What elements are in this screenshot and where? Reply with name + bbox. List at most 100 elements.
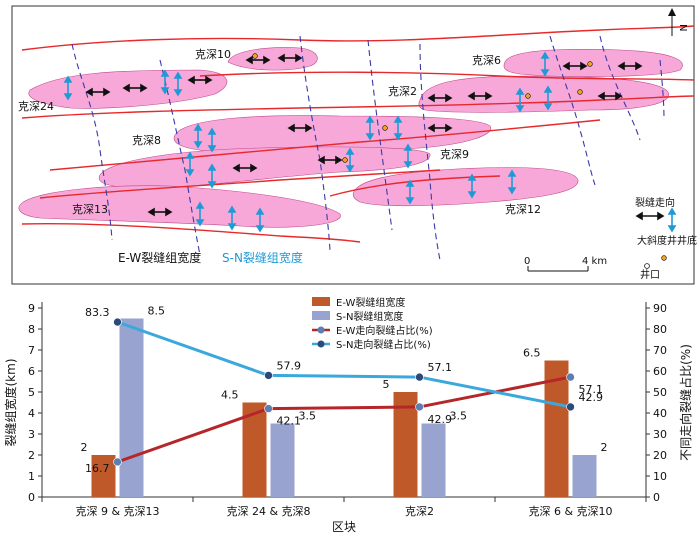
well-markers: [252, 53, 593, 163]
line-value-label: 42.9: [428, 413, 453, 426]
sn-arrow-12: [345, 147, 355, 173]
sn-arrow-6: [540, 51, 550, 77]
x-tick-label: 克深 24 & 克深8: [226, 505, 310, 518]
well-marker-2: [525, 93, 531, 99]
block-label-kes12: 克深12: [505, 203, 541, 216]
dashed-line-2: [159, 59, 201, 256]
legend-label: S-N走向裂缝占比(%): [336, 338, 431, 351]
y-tick-label: 3: [28, 428, 35, 441]
scale-end-label: 4 km: [582, 256, 607, 267]
y2-tick-label: 60: [653, 365, 667, 378]
dashed-line-1: [71, 43, 113, 241]
caption-ew-width: E-W裂缝组宽度: [118, 250, 201, 265]
sn-arrow-3: [173, 71, 183, 97]
x-tick-label: 克深2: [405, 505, 434, 518]
sn-arrow-15: [195, 201, 205, 227]
dashed-line-5: [419, 43, 441, 261]
y2-tick-label: 0: [653, 491, 660, 504]
bar-value-label: 4.5: [221, 389, 239, 402]
legend-label: S-N裂缝组宽度: [336, 310, 403, 323]
sn-arrow-10: [393, 115, 403, 141]
bar-sn-width: [572, 455, 597, 497]
y-tick-label: 2: [28, 449, 35, 462]
line-point-sn: [566, 402, 575, 412]
bar-value-label: 2: [81, 441, 88, 454]
sn-arrow-13: [185, 151, 195, 177]
y-tick-label: 0: [28, 491, 35, 504]
bar-value-label: 3.5: [299, 410, 317, 423]
y-tick-label: 7: [28, 344, 35, 357]
fault-line-1: [21, 25, 695, 51]
legend-wellhead-icon: [644, 263, 650, 269]
sn-arrow-16: [227, 205, 237, 231]
sn-arrow-14: [207, 163, 217, 189]
legend-ew-arrow-icon: [635, 211, 665, 221]
sn-arrow-11: [403, 143, 413, 169]
line-ew-ratio: [117, 375, 571, 464]
chart-lines: [113, 317, 575, 467]
sn-arrow-7: [193, 123, 203, 149]
bar-ew-width: [242, 402, 267, 497]
block-shape-kes10: [227, 47, 318, 71]
block-label-kes6: 克深6: [472, 54, 501, 67]
legend-sn-arrow-icon: [667, 207, 677, 233]
ew-arrow-4: [245, 55, 271, 65]
x-tick-label: 克深 6 & 克深10: [528, 505, 612, 518]
sn-arrow-19: [467, 173, 477, 199]
sn-arrow-4: [515, 87, 525, 113]
line-value-label: 83.3: [85, 306, 110, 319]
bar-value-label: 2: [601, 441, 608, 454]
well-marker-4: [382, 125, 388, 131]
ew-arrow-15: [147, 207, 173, 217]
ew-fracture-arrows: [85, 53, 643, 217]
line-value-label: 57.9: [277, 359, 302, 372]
bar-ew-width: [91, 455, 116, 497]
block-label-kes8: 克深8: [132, 134, 161, 147]
north-label: N: [677, 24, 688, 31]
legend-deviated-label: 大斜度井井底: [637, 234, 697, 247]
y-tick-label: 8: [28, 323, 35, 336]
bar-value-label: 6.5: [523, 347, 541, 360]
line-value-label: 57.1: [428, 361, 453, 374]
y2-tick-label: 50: [653, 386, 667, 399]
legend-swatch-marker: [317, 340, 325, 348]
map-legend: 裂缝走向 大斜度井井底 井口: [635, 196, 697, 281]
legend-swatch-marker: [317, 326, 325, 334]
ew-arrow-3: [187, 75, 213, 85]
bar-ew-width: [393, 392, 418, 497]
y-axis-title: 裂缝组宽度(km): [3, 358, 18, 446]
line-point-ew: [264, 404, 273, 413]
legend-label: E-W裂缝组宽度: [336, 296, 405, 309]
ew-arrow-10: [617, 61, 643, 71]
fault-line-2: [199, 71, 695, 81]
y2-tick-label: 10: [653, 470, 667, 483]
ew-arrow-11: [287, 123, 313, 133]
line-point-sn: [264, 371, 273, 380]
bar-value-label: 5: [383, 378, 390, 391]
bar-value-label: 3.5: [450, 410, 468, 423]
y-tick-label: 1: [28, 470, 35, 483]
well-marker-3: [577, 89, 583, 95]
line-value-label: 16.7: [85, 462, 110, 475]
well-marker-6: [587, 61, 593, 67]
bar-sn-width: [421, 423, 446, 497]
sn-fracture-arrows: [63, 51, 553, 233]
legend-deviated-icon: [661, 255, 667, 261]
north-arrow: N: [668, 8, 688, 36]
caption-sn-width: S-N裂缝组宽度: [222, 250, 303, 265]
sn-arrow-5: [543, 85, 553, 111]
sn-arrow-18: [405, 179, 415, 205]
x-tick-label: 克深 9 & 克深13: [75, 505, 159, 518]
sn-arrow-2: [160, 69, 170, 95]
y2-tick-label: 80: [653, 323, 667, 336]
legend-swatch-bar: [312, 297, 330, 306]
chart-bars: [91, 318, 597, 497]
ew-arrow-2: [122, 83, 148, 93]
fault-line-5: [39, 169, 441, 199]
block-label-kes24: 克深24: [18, 100, 54, 113]
bar-sn-width: [119, 318, 144, 497]
fault-line-7: [329, 175, 501, 197]
